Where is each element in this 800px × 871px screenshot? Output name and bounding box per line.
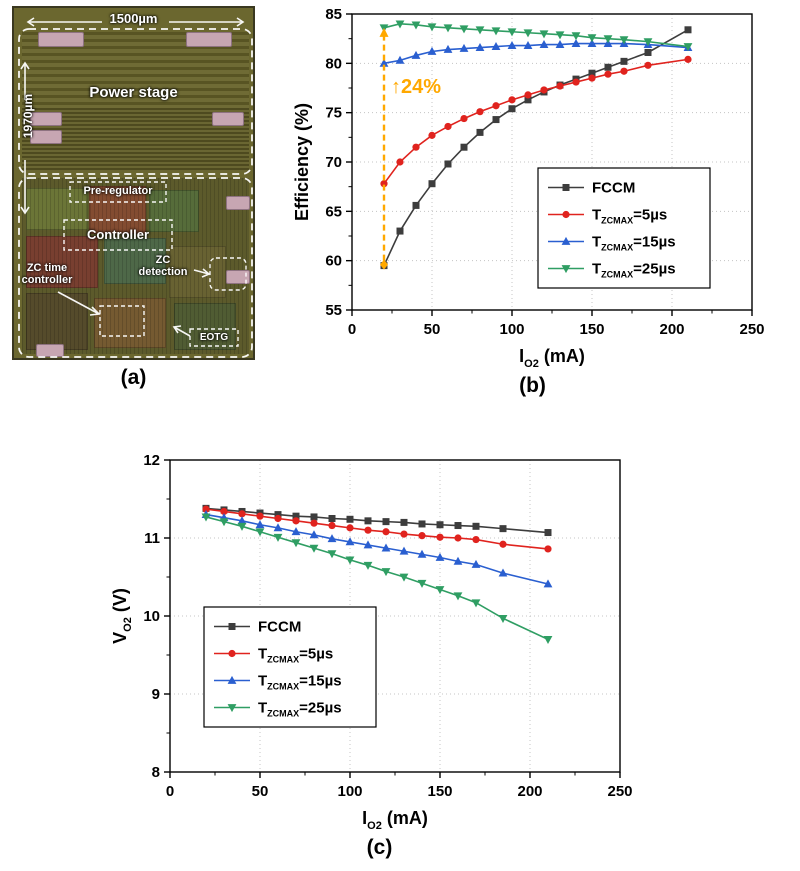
svg-text:IO2 (mA): IO2 (mA) [519,346,585,370]
svg-text:TZCMAX=5µs: TZCMAX=5µs [258,646,333,665]
controller-label: Controller [86,227,150,242]
svg-text:0: 0 [348,321,356,338]
svg-text:TZCMAX=15µs: TZCMAX=15µs [258,673,342,692]
die-block [104,238,166,284]
svg-text:85: 85 [325,6,342,23]
svg-text:IO2 (mA): IO2 (mA) [362,808,428,832]
svg-text:75: 75 [325,105,342,122]
svg-text:9: 9 [152,686,160,703]
svg-text:55: 55 [325,302,342,319]
svg-text:80: 80 [325,55,342,72]
svg-text:TZCMAX=15µs: TZCMAX=15µs [592,234,676,253]
bond-pad [30,130,62,144]
svg-text:VO2 (V): VO2 (V) [110,588,134,644]
svg-text:11: 11 [144,530,160,547]
svg-text:200: 200 [659,321,684,338]
svg-text:TZCMAX=5µs: TZCMAX=5µs [592,207,667,226]
svg-text:200: 200 [517,783,542,800]
die-micrograph: 1500µm 1970µm Power stage Pre-regulator … [12,6,255,360]
svg-text:100: 100 [337,783,362,800]
svg-text:50: 50 [252,783,269,800]
caption-c: (c) [366,836,393,859]
bond-pad [36,344,64,357]
svg-text:100: 100 [499,321,524,338]
svg-text:250: 250 [607,783,632,800]
efficiency-chart: 0 50 100 150 200 250 55 60 65 70 75 80 85 IO2 (mA) Eff… [280,0,785,370]
svg-text:↑24%: ↑24% [391,76,441,98]
die-block [26,188,88,230]
svg-text:FCCM: FCCM [258,619,301,636]
caption-a: (a) [120,366,147,389]
pre-regulator-label: Pre-regulator [83,185,153,197]
die-annotations [18,17,253,358]
svg-text:FCCM: FCCM [592,180,635,197]
svg-text:TZCMAX=25µs: TZCMAX=25µs [258,700,342,719]
svg-text:10: 10 [143,608,160,625]
die-block [174,303,236,350]
svg-text:12: 12 [143,452,160,469]
power-stage-label: Power stage [89,84,178,101]
svg-text:150: 150 [579,321,604,338]
bond-pad [226,270,250,284]
bond-pad [186,32,232,47]
vout-chart: 0 50 100 150 200 250 8 9 10 11 12 IO2 (mA) VO2 (V) FC… [92,442,667,834]
svg-text:60: 60 [325,253,342,270]
svg-text:Efficiency (%): Efficiency (%) [292,103,312,221]
die-block [89,186,146,234]
svg-text:65: 65 [325,203,342,220]
bond-pad [212,112,244,126]
svg-text:50: 50 [424,321,441,338]
svg-text:250: 250 [739,321,764,338]
eotg-label: EOTG [199,332,229,343]
bond-pad [226,196,250,210]
die-width-label: 1500µm [109,11,158,26]
zc-time-controller-label: ZC time controller [21,262,73,286]
die-block [149,190,199,232]
svg-text:0: 0 [166,783,174,800]
die-block [26,236,98,288]
svg-text:8: 8 [152,764,160,781]
die-texture [22,178,249,354]
svg-text:TZCMAX=25µs: TZCMAX=25µs [592,261,676,280]
bond-pad [30,112,62,126]
caption-b: (b) [519,374,546,397]
svg-text:70: 70 [325,154,342,171]
bond-pad [38,32,84,47]
zc-detection-label: ZC detection [138,254,188,278]
svg-text:150: 150 [427,783,452,800]
